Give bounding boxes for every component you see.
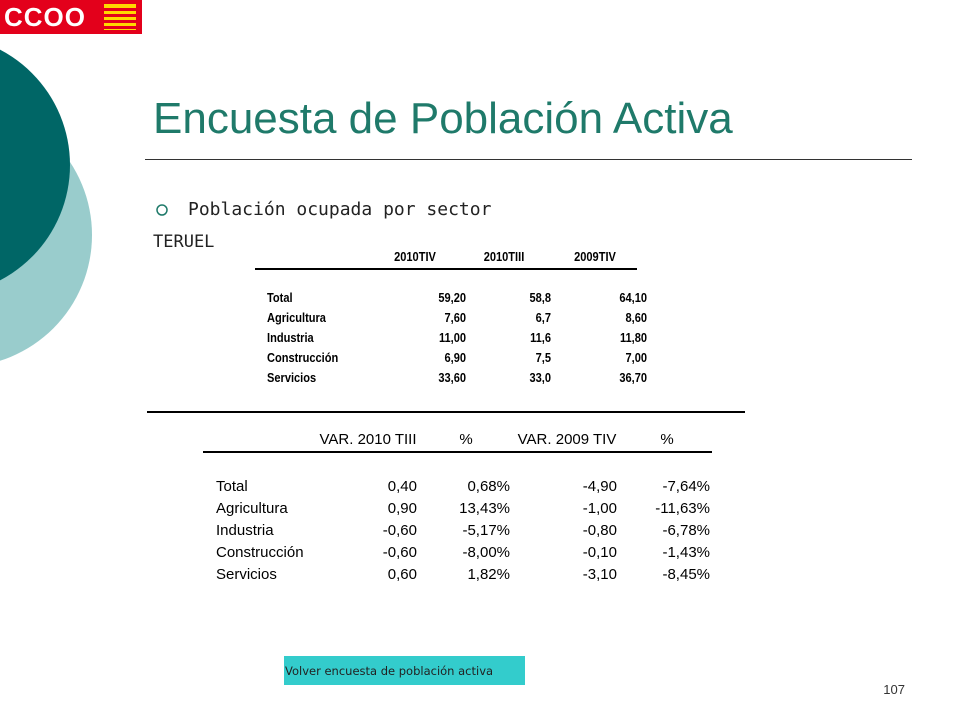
flag bbox=[104, 4, 136, 30]
table2-cell: -1,43% bbox=[662, 544, 710, 561]
page-number: 107 bbox=[883, 682, 905, 697]
table2-cell: -4,90 bbox=[582, 478, 617, 495]
table1-label: Construcción bbox=[267, 350, 339, 365]
table1-cell: 8,60 bbox=[625, 310, 647, 325]
table1-cell: 7,60 bbox=[444, 310, 466, 325]
table2-cell: -0,80 bbox=[582, 522, 617, 539]
decoration bbox=[0, 49, 92, 361]
table1-cell: 7,5 bbox=[535, 350, 551, 365]
table2-cell: -1,00 bbox=[582, 500, 617, 517]
table1-cell: 36,70 bbox=[619, 370, 647, 385]
table1-cell: 11,6 bbox=[530, 330, 551, 345]
table1-cell: 7,00 bbox=[625, 350, 647, 365]
table2-label: Industria bbox=[216, 522, 274, 539]
table1-label: Servicios bbox=[267, 370, 317, 385]
back-button[interactable]: Volver encuesta de población activa bbox=[284, 656, 525, 685]
table2-cell: -0,10 bbox=[582, 544, 617, 561]
table2-rule bbox=[203, 451, 712, 453]
table2-label: Agricultura bbox=[216, 500, 288, 517]
table2-cell: -6,78% bbox=[662, 522, 710, 539]
table1-label: Agricultura bbox=[267, 310, 326, 325]
table2-label: Total bbox=[216, 478, 248, 495]
table1-cell: 59,20 bbox=[438, 290, 466, 305]
bullet: Población ocupada por sector bbox=[188, 199, 492, 220]
table2-cell: 1,82% bbox=[467, 566, 510, 583]
title-rule bbox=[145, 159, 912, 160]
table2-cell: 0,40 bbox=[387, 478, 417, 495]
table2-label: Servicios bbox=[216, 566, 277, 583]
table2-cell: 0,90 bbox=[387, 500, 417, 517]
table2-cell: -8,45% bbox=[662, 566, 710, 583]
table1-cell: 33,0 bbox=[529, 370, 551, 385]
table2-header: VAR. 2009 TIV bbox=[517, 431, 617, 448]
table1-cell: 33,60 bbox=[438, 370, 466, 385]
table2-cell: -0,60 bbox=[382, 522, 417, 539]
table2-header: % bbox=[459, 431, 473, 448]
region: TERUEL bbox=[153, 232, 215, 252]
table2-header: VAR. 2010 TIII bbox=[319, 431, 417, 448]
table1-header: 2009TIV bbox=[574, 249, 616, 264]
table1-cell: 6,90 bbox=[444, 350, 466, 365]
table2-cell: -0,60 bbox=[382, 544, 417, 561]
table1-cell: 64,10 bbox=[619, 290, 647, 305]
title: Encuesta de Población Activa bbox=[153, 94, 733, 143]
table1-cell: 6,7 bbox=[535, 310, 551, 325]
table-separator bbox=[147, 411, 745, 413]
table2-label: Construcción bbox=[216, 544, 304, 561]
table2-cell: 13,43% bbox=[459, 500, 510, 517]
table2-header: % bbox=[660, 431, 674, 448]
table1-header: 2010TIII bbox=[483, 249, 525, 264]
table1-cell: 11,80 bbox=[619, 330, 647, 345]
bullet-icon bbox=[156, 204, 168, 216]
table2-cell: -5,17% bbox=[462, 522, 510, 539]
logo-box: CCOO bbox=[0, 0, 142, 34]
table2-cell: 0,68% bbox=[467, 478, 510, 495]
table2-cell: -7,64% bbox=[662, 478, 710, 495]
logo: CCOO bbox=[4, 2, 86, 32]
table2-cell: -11,63% bbox=[655, 500, 710, 517]
table1-cell: 58,8 bbox=[529, 290, 551, 305]
table2-cell: -3,10 bbox=[582, 566, 617, 583]
table2-cell: 0,60 bbox=[387, 566, 417, 583]
table1-rule bbox=[255, 268, 637, 270]
back-button-label[interactable]: Volver encuesta de población activa bbox=[285, 664, 494, 678]
table2-cell: -8,00% bbox=[462, 544, 510, 561]
table1-label: Total bbox=[267, 290, 293, 305]
table1-header: 2010TIV bbox=[394, 249, 436, 264]
table1-cell: 11,00 bbox=[438, 330, 466, 345]
table1-label: Industria bbox=[267, 330, 314, 345]
